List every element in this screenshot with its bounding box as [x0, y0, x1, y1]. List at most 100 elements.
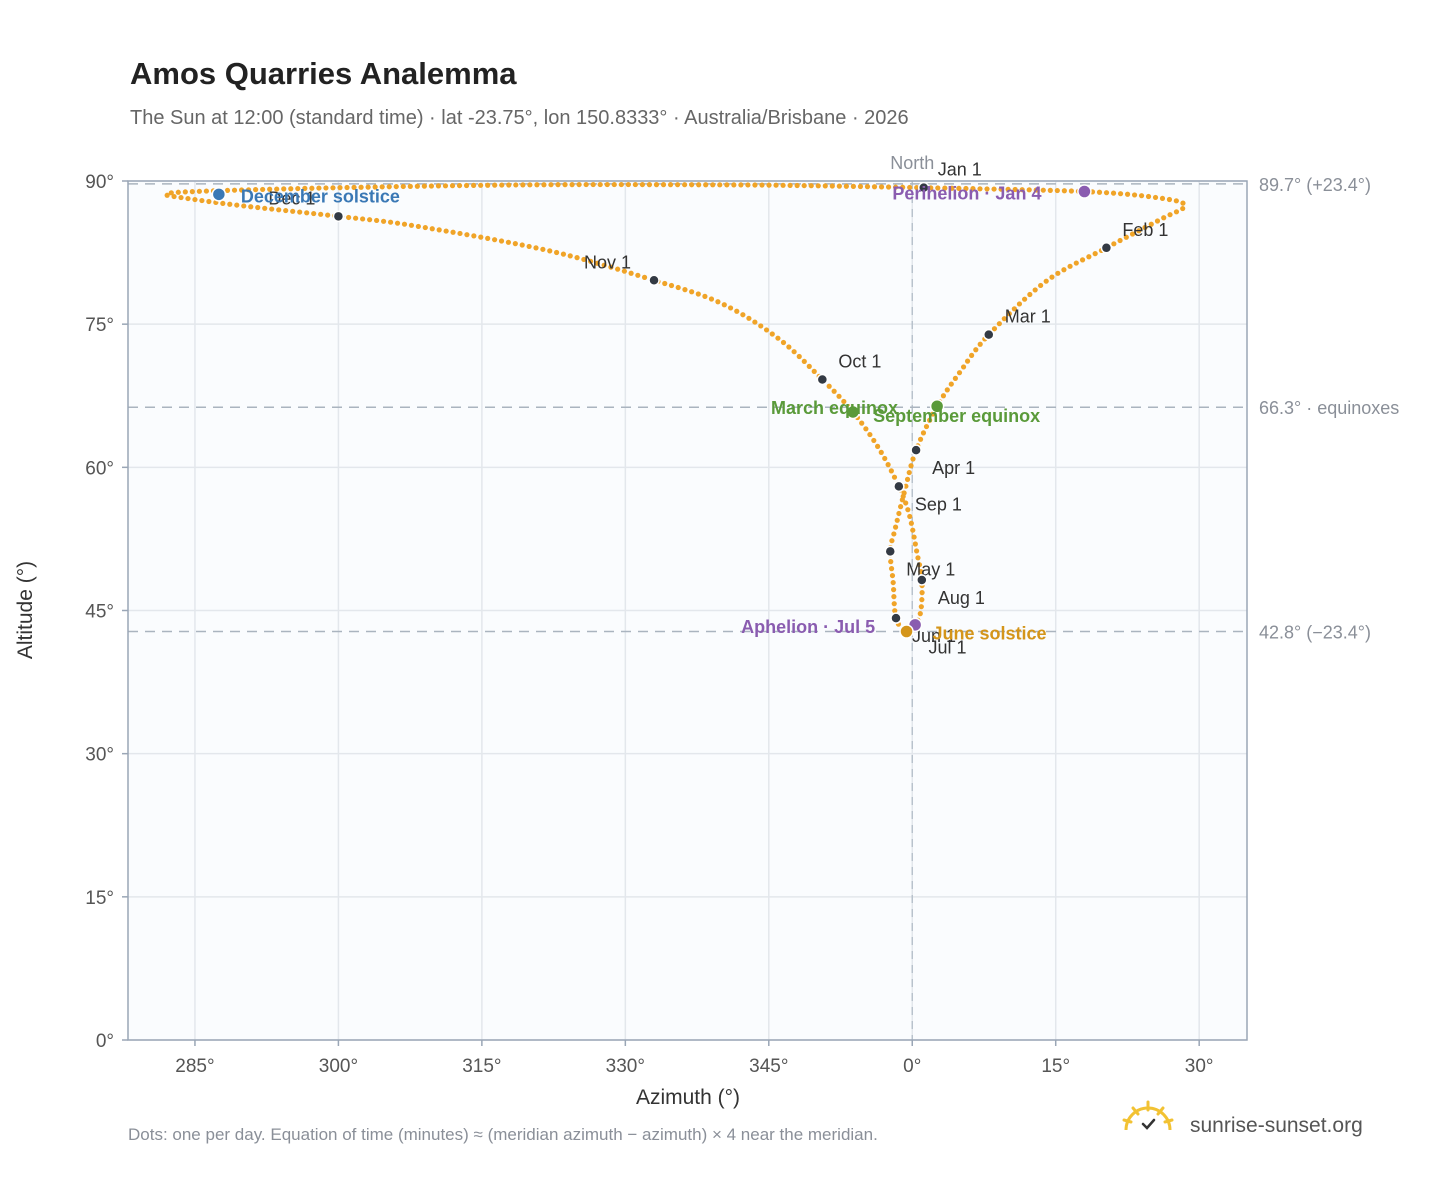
daily-dot: [555, 182, 561, 188]
daily-dot: [1124, 191, 1131, 197]
daily-dot: [346, 214, 352, 221]
daily-dot: [914, 548, 920, 554]
daily-dot: [316, 185, 322, 191]
reference-lines: North 89.7° (+23.4°) 66.3° · equinoxes 42.8…: [128, 153, 1399, 1040]
month-label: May 1: [906, 559, 955, 579]
daily-dot: [907, 184, 913, 191]
daily-dot: [896, 510, 902, 517]
daily-dot: [791, 349, 797, 355]
daily-dot: [245, 187, 252, 193]
daily-dot: [562, 182, 568, 188]
daily-dot: [583, 181, 589, 188]
y-tick-label: 0°: [96, 1031, 114, 1052]
daily-dot: [903, 500, 909, 506]
daily-dot: [485, 182, 491, 188]
daily-dot: [421, 183, 427, 189]
daily-dot: [337, 185, 343, 191]
daily-dot: [1111, 241, 1117, 247]
daily-dot: [601, 262, 607, 268]
sun-logo-icon: [1122, 1100, 1174, 1131]
daily-dot: [935, 185, 941, 191]
daily-dot: [891, 474, 898, 480]
daily-dot: [831, 388, 837, 394]
daily-dot: [435, 183, 442, 189]
daily-dot: [811, 368, 817, 374]
daily-dot: [871, 437, 877, 444]
daily-dot: [569, 182, 575, 188]
daily-dot: [674, 182, 681, 188]
daily-dot: [875, 443, 881, 449]
brand-name[interactable]: sunrise-sunset.org: [1190, 1114, 1363, 1137]
daily-dot: [318, 211, 324, 217]
daily-dot: [891, 531, 897, 537]
daily-dot: [196, 188, 202, 194]
daily-dot: [991, 186, 997, 192]
daily-dot: [721, 302, 727, 308]
daily-dot: [973, 347, 979, 353]
daily-dot: [274, 186, 280, 192]
daily-dot: [826, 383, 832, 389]
daily-dot: [325, 212, 331, 218]
daily-dot: [560, 251, 567, 257]
daily-dot: [738, 182, 744, 188]
daily-dot: [717, 182, 723, 188]
daily-dot: [918, 568, 924, 575]
daily-dot: [758, 323, 764, 329]
daily-dot: [1173, 209, 1180, 215]
daily-dot: [766, 182, 772, 188]
daily-dot: [499, 182, 505, 188]
daily-dot: [905, 507, 911, 513]
daily-dot: [450, 229, 456, 235]
daily-dot: [276, 207, 282, 213]
daily-dot: [801, 358, 807, 365]
daily-dot: [911, 534, 917, 540]
daily-dot: [667, 182, 674, 188]
daily-dot: [295, 185, 301, 192]
daily-dot: [702, 293, 708, 299]
daily-dot: [675, 284, 681, 291]
daily-dot: [949, 185, 955, 191]
daily-dot: [1086, 254, 1092, 260]
daily-dot: [185, 195, 191, 202]
daily-dot: [1006, 311, 1012, 317]
daily-dot: [1019, 187, 1025, 193]
daily-dot: [1068, 188, 1074, 194]
daily-dot: [548, 182, 554, 188]
daily-dot: [910, 527, 916, 533]
daily-dot: [393, 183, 399, 190]
daily-dot: [885, 462, 891, 468]
reference-label: 89.7° (+23.4°): [1259, 175, 1371, 195]
daily-dot: [689, 289, 695, 295]
daily-dot: [1123, 234, 1129, 240]
daily-dot: [429, 226, 435, 232]
daily-dot: [891, 594, 897, 600]
daily-dot: [780, 182, 786, 188]
daily-dot: [353, 215, 359, 221]
daily-dot: [269, 206, 275, 212]
daily-dot: [904, 476, 911, 482]
daily-dot: [519, 242, 525, 248]
daily-dot: [920, 430, 927, 436]
daily-dot: [189, 189, 195, 195]
month-marker: [983, 328, 995, 341]
daily-dot: [907, 513, 913, 520]
daily-dot: [1167, 212, 1173, 218]
event-marker: [899, 624, 914, 639]
daily-dot: [309, 185, 315, 191]
daily-dot: [1016, 301, 1023, 307]
x-axis-label: Azimuth (°): [636, 1086, 740, 1109]
daily-dot: [608, 264, 614, 270]
daily-dot: [1055, 270, 1061, 276]
daily-dot: [351, 184, 357, 190]
daily-dot: [998, 186, 1004, 192]
daily-dot: [1103, 190, 1110, 196]
daily-dot: [977, 341, 983, 347]
daily-dot: [1079, 257, 1086, 263]
x-tick-label: 30°: [1185, 1056, 1214, 1077]
daily-dot: [604, 181, 610, 188]
daily-dot: [952, 375, 958, 381]
daily-dot: [478, 182, 484, 188]
daily-dot: [740, 312, 746, 318]
x-tick-label: 330°: [606, 1056, 645, 1077]
